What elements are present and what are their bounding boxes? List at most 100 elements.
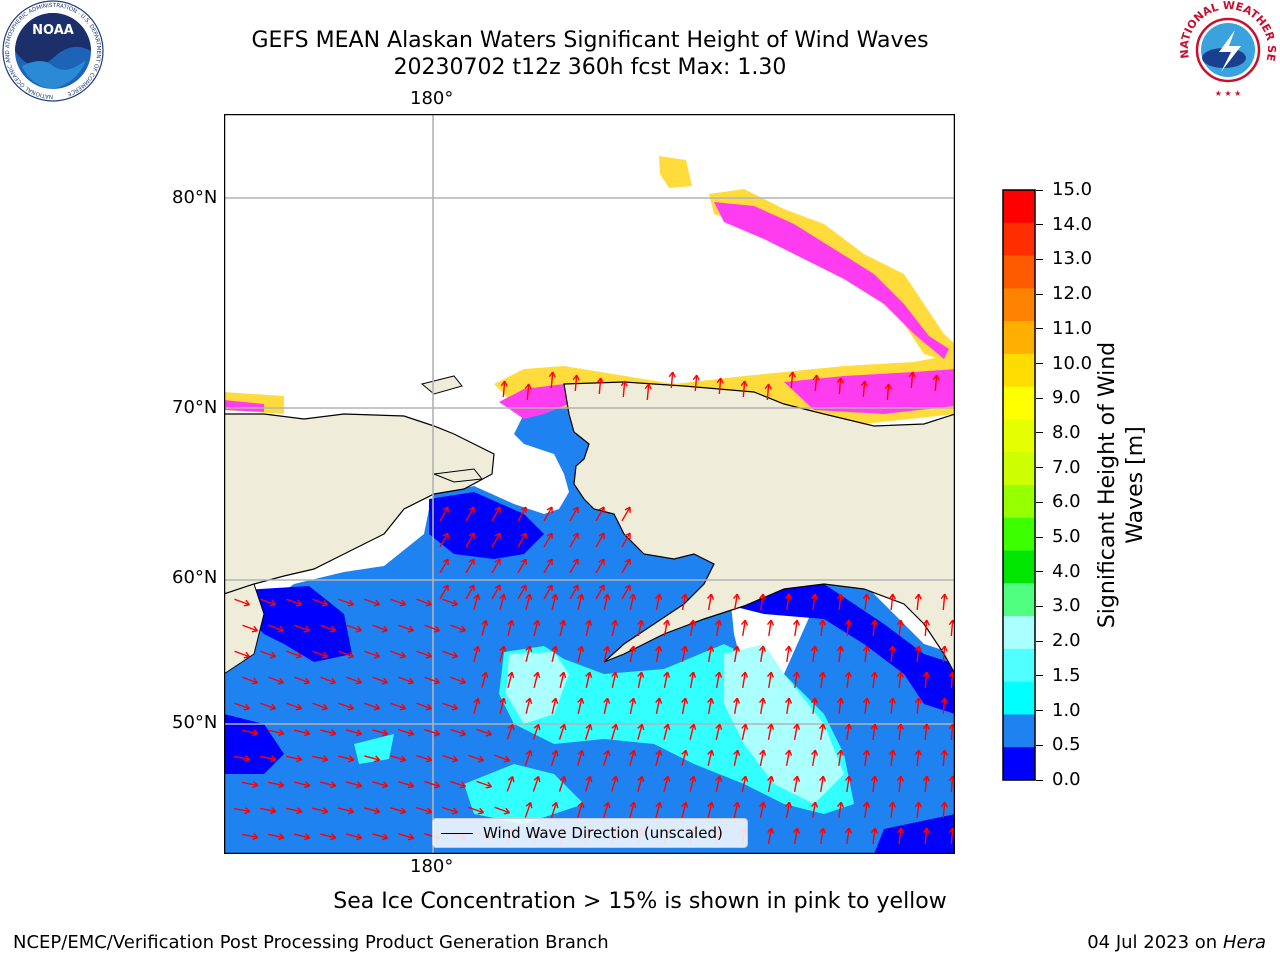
sea-ice-floe xyxy=(659,156,692,188)
wave-direction-arrow xyxy=(836,593,845,611)
colorbar-tick-label: 0.5 xyxy=(1052,734,1081,756)
wave-direction-arrow xyxy=(611,775,619,792)
wave-direction-arrow xyxy=(532,723,541,740)
wave-direction-arrow xyxy=(364,650,381,659)
wave-direction-arrow xyxy=(533,671,541,688)
wave-direction-arrow xyxy=(465,506,475,522)
colorbar-segment xyxy=(1003,714,1035,748)
wave-direction-arrow xyxy=(390,702,407,711)
colorbar-tick-label: 9.0 xyxy=(1052,387,1081,409)
wave-direction-arrow xyxy=(517,506,527,522)
colorbar-tick-mark xyxy=(1036,258,1043,260)
wave-direction-arrow xyxy=(439,506,449,522)
wave-direction-arrow xyxy=(870,671,878,689)
wave-direction-arrow xyxy=(465,584,475,600)
colorbar-segment xyxy=(1003,288,1035,322)
wave-direction-arrow xyxy=(372,729,389,737)
wave-direction-arrow xyxy=(940,749,948,767)
colorbar-segment xyxy=(1003,648,1035,683)
wave-direction-arrow xyxy=(242,676,259,685)
wave-direction-arrow xyxy=(260,807,277,815)
colorbar-tick-mark xyxy=(1036,467,1043,469)
wave-direction-arrow xyxy=(655,801,663,818)
wave-direction-arrow xyxy=(286,702,303,711)
colorbar-tick-mark xyxy=(1036,501,1043,503)
colorbar-segment xyxy=(1003,452,1035,486)
wave-direction-arrow xyxy=(525,697,533,714)
wave-direction-arrow xyxy=(793,827,801,844)
wave-direction-arrow xyxy=(517,532,527,548)
wave-direction-arrow xyxy=(870,827,879,845)
wave-direction-arrow xyxy=(551,645,559,662)
wave-direction-arrow xyxy=(532,775,541,792)
wave-direction-arrow xyxy=(294,781,311,789)
wave-direction-arrow xyxy=(922,619,930,637)
wave-direction-arrow xyxy=(862,801,871,819)
wave-direction-arrow xyxy=(320,624,337,633)
wave-direction-arrow xyxy=(577,593,585,610)
wave-direction-arrow xyxy=(896,723,904,741)
wave-direction-arrow xyxy=(663,671,671,688)
wave-direction-arrow xyxy=(733,593,741,611)
wave-direction-arrow xyxy=(572,374,580,392)
wave-direction-arrow xyxy=(390,650,407,659)
lat-label-70: 70°N xyxy=(172,397,218,418)
wave-direction-arrow xyxy=(364,807,381,815)
wave-direction-arrow xyxy=(364,598,381,607)
wave-direction-arrow xyxy=(507,619,515,636)
colorbar-tick-label: 14.0 xyxy=(1052,213,1093,235)
wave-direction-arrow xyxy=(908,371,916,389)
wave-direction-arrow xyxy=(476,780,493,789)
wave-direction-arrow xyxy=(481,671,489,688)
wave-direction-arrow xyxy=(442,806,459,815)
wave-direction-arrow xyxy=(758,645,767,663)
wave-direction-arrow xyxy=(442,650,459,659)
colorbar-tick-label: 1.5 xyxy=(1052,664,1081,686)
wave-direction-arrow xyxy=(940,697,948,715)
wave-direction-arrow xyxy=(364,755,381,763)
colorbar-segment xyxy=(1003,616,1035,650)
wave-direction-arrow xyxy=(818,723,827,741)
wave-direction-arrow xyxy=(577,697,585,714)
wave-direction-arrow xyxy=(525,645,533,662)
chart-title: GEFS MEAN Alaskan Waters Significant Hei… xyxy=(251,28,929,53)
wave-direction-arrow xyxy=(844,723,853,741)
wave-direction-arrow xyxy=(655,645,663,662)
wave-direction-arrow xyxy=(655,697,663,714)
wave-direction-arrow xyxy=(234,807,251,815)
colorbar-tick-mark xyxy=(1036,744,1043,746)
wave-direction-arrow xyxy=(312,807,329,815)
wave-direction-arrow xyxy=(558,723,567,740)
colorbar-tick-mark xyxy=(1036,189,1043,191)
land-siberia xyxy=(225,413,495,595)
wave-direction-arrow xyxy=(517,558,527,574)
colorbar-tick-mark xyxy=(1036,293,1043,295)
wave-direction-arrow xyxy=(611,619,619,636)
map-legend: Wind Wave Direction (unscaled) xyxy=(432,818,748,848)
wave-direction-arrow xyxy=(914,645,922,663)
wave-direction-arrow xyxy=(569,584,579,600)
wave-direction-arrow xyxy=(792,619,801,637)
wave-direction-arrow xyxy=(481,619,489,636)
wave-direction-arrow xyxy=(759,801,767,818)
wave-direction-arrow xyxy=(320,729,337,737)
waves-lightcyan-patch xyxy=(506,652,569,724)
wave-direction-arrow xyxy=(242,781,259,789)
wave-direction-arrow xyxy=(416,754,433,763)
wave-direction-arrow xyxy=(506,723,515,740)
lat-label-60: 60°N xyxy=(172,567,218,588)
wave-direction-arrow xyxy=(473,645,481,662)
wave-direction-arrow xyxy=(620,380,628,398)
wave-direction-arrow xyxy=(785,749,793,766)
wave-direction-arrow xyxy=(922,827,930,845)
wave-direction-arrow xyxy=(758,697,767,715)
wave-direction-arrow xyxy=(784,593,793,611)
wave-direction-arrow xyxy=(320,833,337,841)
wave-direction-arrow xyxy=(506,775,515,792)
wave-direction-arrow xyxy=(416,702,433,711)
wave-direction-arrow xyxy=(416,806,433,815)
wave-direction-arrow xyxy=(294,676,311,685)
colorbar-segment xyxy=(1003,485,1035,519)
wave-direction-arrow xyxy=(637,723,645,740)
noaa-logo: NOAA NATIONAL OCEANIC AND ATMOSPHERIC AD… xyxy=(2,0,104,102)
